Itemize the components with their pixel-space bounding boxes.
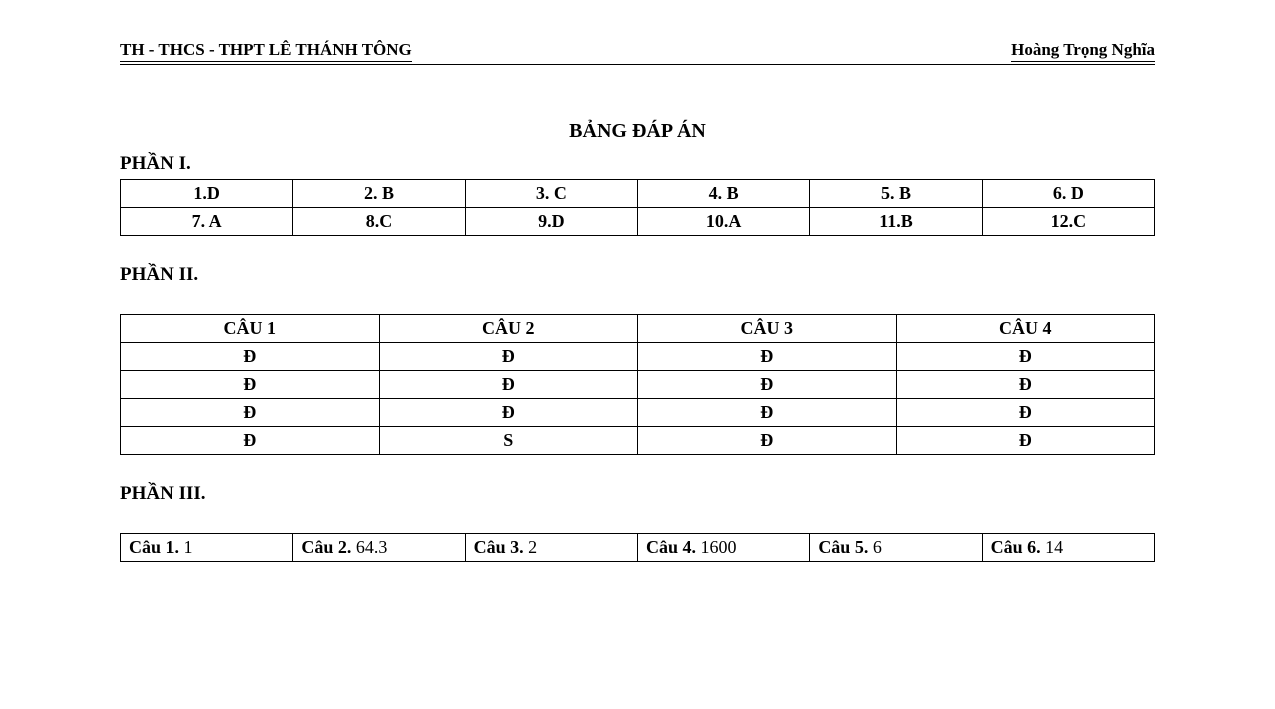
question-value: 64.3 (356, 537, 388, 557)
answer-cell: 5. B (810, 180, 982, 208)
author-name: Hoàng Trọng Nghĩa (1011, 40, 1155, 62)
question-label: Câu 2. (301, 537, 351, 557)
answer-cell: 8.C (293, 208, 465, 236)
answer-cell: Đ (379, 399, 638, 427)
section-label-part1: PHẦN I. (120, 153, 1155, 175)
answer-cell: S (379, 427, 638, 455)
answer-cell: 7. A (121, 208, 293, 236)
school-name: TH - THCS - THPT LÊ THÁNH TÔNG (120, 40, 412, 62)
table-row: 7. A 8.C 9.D 10.A 11.B 12.C (121, 208, 1155, 236)
answer-cell: 2. B (293, 180, 465, 208)
column-header: CÂU 3 (638, 315, 897, 343)
answer-cell: Đ (896, 399, 1155, 427)
column-header: CÂU 1 (121, 315, 380, 343)
table-header-row: CÂU 1 CÂU 2 CÂU 3 CÂU 4 (121, 315, 1155, 343)
question-value: 14 (1045, 537, 1063, 557)
question-label: Câu 5. (818, 537, 868, 557)
answer-cell: Câu 2. 64.3 (293, 534, 465, 562)
question-label: Câu 3. (474, 537, 524, 557)
section-label-part2: PHẦN II. (120, 264, 1155, 286)
answer-cell: Đ (379, 343, 638, 371)
document-header: TH - THCS - THPT LÊ THÁNH TÔNG Hoàng Trọ… (120, 40, 1155, 65)
table-row: Đ S Đ Đ (121, 427, 1155, 455)
question-label: Câu 1. (129, 537, 179, 557)
answer-cell: Đ (638, 371, 897, 399)
question-label: Câu 4. (646, 537, 696, 557)
answer-cell: 4. B (637, 180, 809, 208)
answer-cell: Đ (121, 343, 380, 371)
part1-table: 1.D 2. B 3. C 4. B 5. B 6. D 7. A 8.C 9.… (120, 179, 1155, 236)
table-row: Đ Đ Đ Đ (121, 371, 1155, 399)
answer-cell: Đ (121, 427, 380, 455)
answer-cell: Đ (121, 371, 380, 399)
answer-cell: Đ (638, 399, 897, 427)
section-label-part3: PHẦN III. (120, 483, 1155, 505)
answer-cell: Đ (638, 427, 897, 455)
answer-cell: Đ (896, 371, 1155, 399)
part3-table: Câu 1. 1 Câu 2. 64.3 Câu 3. 2 Câu 4. 160… (120, 533, 1155, 562)
table-row: Đ Đ Đ Đ (121, 399, 1155, 427)
table-row: 1.D 2. B 3. C 4. B 5. B 6. D (121, 180, 1155, 208)
question-value: 6 (873, 537, 882, 557)
answer-cell: 11.B (810, 208, 982, 236)
question-value: 1 (184, 537, 193, 557)
answer-cell: Câu 3. 2 (465, 534, 637, 562)
table-row: Đ Đ Đ Đ (121, 343, 1155, 371)
answer-cell: Câu 5. 6 (810, 534, 982, 562)
answer-cell: Đ (896, 343, 1155, 371)
answer-cell: Đ (379, 371, 638, 399)
column-header: CÂU 2 (379, 315, 638, 343)
answer-cell: 9.D (465, 208, 637, 236)
table-row: Câu 1. 1 Câu 2. 64.3 Câu 3. 2 Câu 4. 160… (121, 534, 1155, 562)
answer-cell: 10.A (637, 208, 809, 236)
answer-cell: Câu 1. 1 (121, 534, 293, 562)
answer-cell: 12.C (982, 208, 1154, 236)
answer-cell: 6. D (982, 180, 1154, 208)
answer-cell: Câu 6. 14 (982, 534, 1154, 562)
answer-cell: Đ (896, 427, 1155, 455)
page-title: BẢNG ĐÁP ÁN (120, 120, 1155, 143)
question-label: Câu 6. (991, 537, 1041, 557)
question-value: 2 (528, 537, 537, 557)
answer-cell: Đ (121, 399, 380, 427)
column-header: CÂU 4 (896, 315, 1155, 343)
answer-cell: Đ (638, 343, 897, 371)
answer-cell: 3. C (465, 180, 637, 208)
answer-cell: Câu 4. 1600 (637, 534, 809, 562)
answer-cell: 1.D (121, 180, 293, 208)
question-value: 1600 (701, 537, 737, 557)
part2-table: CÂU 1 CÂU 2 CÂU 3 CÂU 4 Đ Đ Đ Đ Đ Đ Đ Đ … (120, 314, 1155, 455)
